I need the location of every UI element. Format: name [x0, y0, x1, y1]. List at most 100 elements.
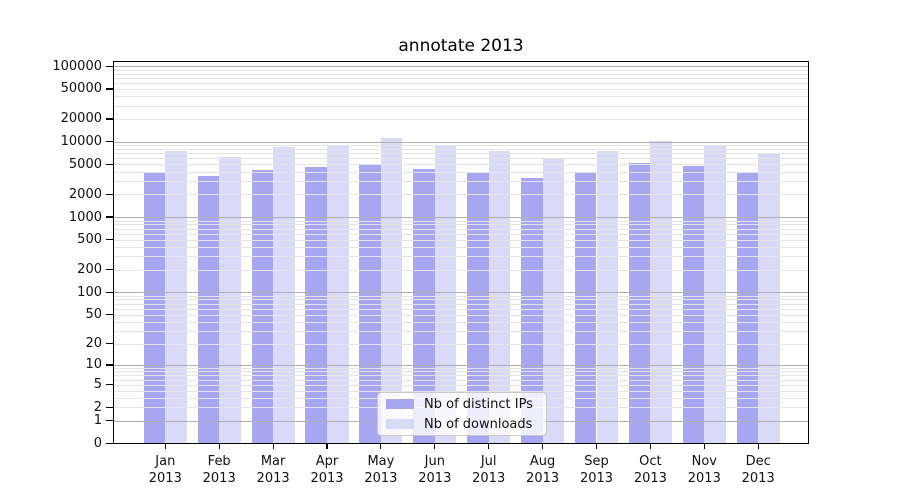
bar-downloads-may — [380, 137, 403, 444]
legend-label-downloads: Nb of downloads — [424, 416, 533, 432]
x-tick-mark — [757, 443, 759, 449]
gridline-minor — [113, 77, 809, 79]
y-tick-mark — [106, 118, 113, 120]
y-tick-label: 10 — [85, 357, 102, 373]
y-tick-mark — [106, 291, 113, 293]
x-tick-mark — [434, 443, 436, 449]
gridline-major — [113, 217, 809, 219]
bar-downloads-jan — [165, 151, 187, 444]
downloads-swatch-icon — [386, 419, 414, 429]
gridline-minor — [113, 82, 809, 84]
gridline-minor — [113, 171, 809, 173]
bar-downloads-sep — [596, 150, 619, 444]
y-tick-label: 1 — [93, 413, 102, 429]
x-tick-mark — [326, 443, 328, 449]
y-tick-mark — [106, 406, 113, 409]
bar-downloads-jul — [488, 150, 511, 444]
y-tick-label: 10000 — [60, 134, 102, 150]
x-tick-label-nov: Nov 2013 — [687, 453, 721, 486]
gridline-tick — [113, 118, 809, 120]
gridline-minor — [113, 69, 809, 71]
gridline-tick — [113, 343, 809, 345]
bar-ips-apr — [305, 167, 327, 444]
y-tick-label: 5 — [93, 377, 102, 393]
bar-ips-aug — [521, 177, 543, 444]
gridline-minor — [113, 299, 809, 301]
y-tick-label: 100 — [77, 284, 102, 300]
bar-downloads-dec — [758, 152, 780, 444]
x-tick-label-dec: Dec 2013 — [741, 453, 775, 486]
x-tick-label-jul: Jul 2013 — [472, 453, 506, 486]
gridline-tick — [113, 269, 809, 271]
x-tick-mark — [380, 443, 382, 449]
x-tick-mark — [272, 443, 274, 449]
y-tick-mark — [106, 141, 113, 143]
y-tick-label: 0 — [93, 436, 102, 451]
gridline-minor — [113, 303, 809, 305]
bar-downloads-jun — [434, 146, 457, 444]
gridline-minor — [113, 308, 809, 310]
y-tick-label: 2 — [93, 399, 102, 415]
gridline-minor — [113, 105, 809, 107]
gridline-minor — [113, 379, 809, 381]
gridline-minor — [113, 375, 809, 377]
y-tick-label: 20000 — [60, 111, 102, 127]
x-tick-label-may: May 2013 — [364, 453, 398, 486]
x-tick-mark — [164, 443, 166, 449]
gridline-minor — [113, 371, 809, 373]
y-tick-label: 500 — [77, 232, 102, 248]
y-tick-label: 5000 — [68, 156, 102, 172]
x-tick-mark — [703, 443, 705, 449]
gridline-minor — [113, 96, 809, 98]
plot-area — [113, 61, 809, 444]
y-tick-mark — [106, 314, 113, 316]
y-tick-mark — [106, 364, 113, 366]
gridline-minor — [113, 224, 809, 226]
y-tick-mark — [106, 163, 113, 165]
y-tick-mark — [106, 239, 113, 241]
gridline-tick — [113, 164, 809, 166]
gridline-minor — [113, 233, 809, 235]
y-tick-mark — [106, 88, 113, 90]
x-tick-label-aug: Aug 2013 — [526, 453, 560, 486]
y-tick-label: 100000 — [52, 58, 102, 74]
gridline-minor — [113, 321, 809, 323]
y-tick-label: 20 — [85, 336, 102, 352]
y-tick-label: 50 — [85, 307, 102, 323]
y-tick-label: 2000 — [68, 186, 102, 202]
x-tick-mark — [595, 443, 598, 449]
bar-ips-mar — [251, 170, 274, 444]
gridline-major — [113, 66, 809, 68]
gridline-minor — [113, 247, 809, 249]
x-tick-label-apr: Apr 2013 — [310, 453, 344, 486]
bar-ips-nov — [682, 166, 705, 444]
y-tick-label: 200 — [77, 262, 102, 278]
gridline-tick — [113, 88, 809, 90]
legend-label-ips: Nb of distinct IPs — [424, 396, 533, 412]
gridline-minor — [113, 390, 809, 392]
chart-title: annotate 2013 — [398, 36, 524, 56]
y-tick-label: 1000 — [68, 209, 102, 225]
bar-ips-feb — [197, 176, 220, 444]
y-tick-mark — [106, 193, 113, 195]
x-tick-label-jan: Jan 2013 — [148, 453, 182, 486]
legend: Nb of distinct IPs Nb of downloads — [377, 392, 547, 436]
gridline-tick — [113, 384, 809, 386]
gridline-minor — [113, 330, 809, 332]
gridline-tick — [113, 194, 809, 196]
bar-downloads-oct — [650, 140, 672, 444]
gridline-minor — [113, 148, 809, 150]
gridline-tick — [113, 239, 809, 241]
y-tick-label: 50000 — [60, 81, 102, 97]
gridline-minor — [113, 73, 809, 75]
gridline-minor — [113, 295, 809, 297]
gridline-minor — [113, 181, 809, 183]
gridline-major — [113, 364, 809, 366]
gridline-minor — [113, 158, 809, 160]
y-tick-mark — [106, 216, 113, 218]
gridline-minor — [113, 145, 809, 147]
x-tick-mark — [542, 443, 544, 449]
grid-layer — [113, 61, 809, 444]
x-tick-label-feb: Feb 2013 — [202, 453, 236, 486]
